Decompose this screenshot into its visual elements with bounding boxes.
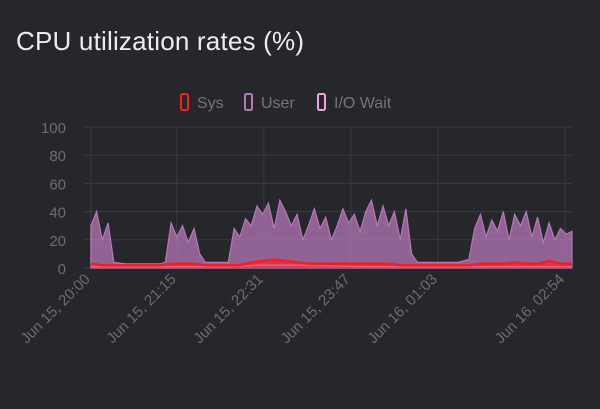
legend-label: User [261, 95, 295, 112]
x-tick-label: Jun 15, 22:31 [190, 271, 266, 347]
series-sys-line [90, 258, 572, 267]
y-axis: 0 20 40 60 80 100 [41, 120, 66, 278]
legend-label: Sys [197, 95, 224, 112]
legend-item-user[interactable]: User [244, 93, 295, 112]
x-axis: Jun 15, 20:00 Jun 15, 21:15 Jun 15, 22:31 J… [17, 271, 568, 347]
chart-title: CPU utilization rates (%) [16, 26, 305, 56]
series-user-area [90, 198, 573, 269]
legend-item-sys[interactable]: Sys [180, 93, 224, 112]
legend: Sys User I/O Wait [180, 93, 392, 112]
x-tick-label: Jun 15, 21:15 [103, 271, 179, 347]
y-tick-label: 100 [41, 120, 66, 137]
legend-swatch [180, 93, 189, 111]
x-tick-label: Jun 16, 01:03 [364, 271, 440, 347]
y-tick-label: 60 [49, 176, 66, 193]
x-tick-label: Jun 15, 23:47 [277, 271, 353, 347]
x-tick-label: Jun 15, 20:00 [17, 271, 93, 347]
y-tick-label: 40 [49, 205, 66, 222]
legend-swatch [317, 93, 326, 111]
x-tick-label: Jun 16, 02:54 [492, 271, 568, 347]
legend-label: I/O Wait [334, 95, 392, 112]
legend-item-i-o-wait[interactable]: I/O Wait [317, 93, 392, 112]
y-tick-label: 0 [58, 261, 66, 278]
legend-swatch [244, 93, 253, 111]
series-layer [90, 198, 573, 269]
y-tick-label: 80 [49, 148, 66, 165]
y-tick-label: 20 [49, 233, 66, 250]
